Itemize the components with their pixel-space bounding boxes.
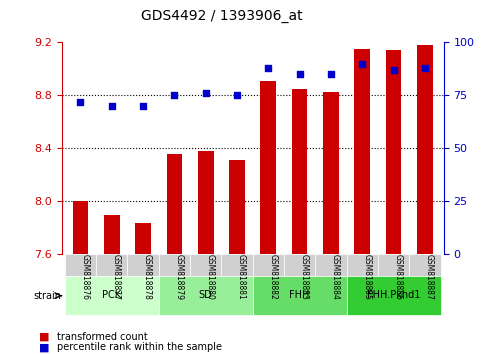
Bar <box>292 89 308 255</box>
Bar <box>417 45 433 255</box>
Text: GSM818876: GSM818876 <box>80 255 89 301</box>
FancyBboxPatch shape <box>221 255 253 276</box>
Text: FHH: FHH <box>289 290 310 301</box>
Point <box>327 72 335 77</box>
Text: GSM818886: GSM818886 <box>393 255 403 300</box>
Text: GSM818882: GSM818882 <box>268 255 278 300</box>
Point <box>139 103 147 109</box>
Text: strain: strain <box>33 291 61 301</box>
Bar <box>229 160 245 255</box>
Text: ■: ■ <box>39 342 50 353</box>
FancyBboxPatch shape <box>65 276 159 315</box>
Text: GSM818885: GSM818885 <box>362 255 371 300</box>
FancyBboxPatch shape <box>409 255 441 276</box>
Bar <box>135 223 151 255</box>
Text: percentile rank within the sample: percentile rank within the sample <box>57 342 222 353</box>
FancyBboxPatch shape <box>159 276 253 315</box>
Bar <box>260 81 276 255</box>
FancyBboxPatch shape <box>127 255 159 276</box>
FancyBboxPatch shape <box>159 255 190 276</box>
Bar <box>386 50 401 255</box>
Point <box>421 65 429 71</box>
Text: GSM818880: GSM818880 <box>206 255 214 300</box>
FancyBboxPatch shape <box>96 255 127 276</box>
Bar <box>354 49 370 255</box>
Text: FHH.Pkhd1: FHH.Pkhd1 <box>367 290 420 301</box>
Text: PCK: PCK <box>102 290 121 301</box>
FancyBboxPatch shape <box>284 255 316 276</box>
Text: ■: ■ <box>39 332 50 342</box>
FancyBboxPatch shape <box>65 255 96 276</box>
Point <box>233 93 241 98</box>
Point <box>358 61 366 67</box>
Point <box>76 99 84 105</box>
Bar <box>167 154 182 255</box>
Point <box>264 65 272 71</box>
Text: transformed count: transformed count <box>57 332 147 342</box>
Bar <box>104 215 120 255</box>
FancyBboxPatch shape <box>347 276 441 315</box>
FancyBboxPatch shape <box>316 255 347 276</box>
Text: GSM818883: GSM818883 <box>300 255 309 300</box>
Text: GSM818887: GSM818887 <box>425 255 434 300</box>
Point <box>202 91 210 96</box>
Point <box>171 93 178 98</box>
FancyBboxPatch shape <box>378 255 409 276</box>
Text: GDS4492 / 1393906_at: GDS4492 / 1393906_at <box>141 9 303 23</box>
Bar <box>72 201 88 255</box>
Point <box>296 72 304 77</box>
FancyBboxPatch shape <box>253 276 347 315</box>
Point <box>108 103 116 109</box>
Point <box>389 67 397 73</box>
Text: GSM818881: GSM818881 <box>237 255 246 300</box>
FancyBboxPatch shape <box>347 255 378 276</box>
Text: GSM818877: GSM818877 <box>112 255 121 301</box>
Text: GSM818879: GSM818879 <box>175 255 183 301</box>
FancyBboxPatch shape <box>253 255 284 276</box>
Bar <box>198 151 213 255</box>
Bar <box>323 91 339 255</box>
Text: SD: SD <box>199 290 212 301</box>
Text: GSM818878: GSM818878 <box>143 255 152 300</box>
FancyBboxPatch shape <box>190 255 221 276</box>
Text: GSM818884: GSM818884 <box>331 255 340 300</box>
